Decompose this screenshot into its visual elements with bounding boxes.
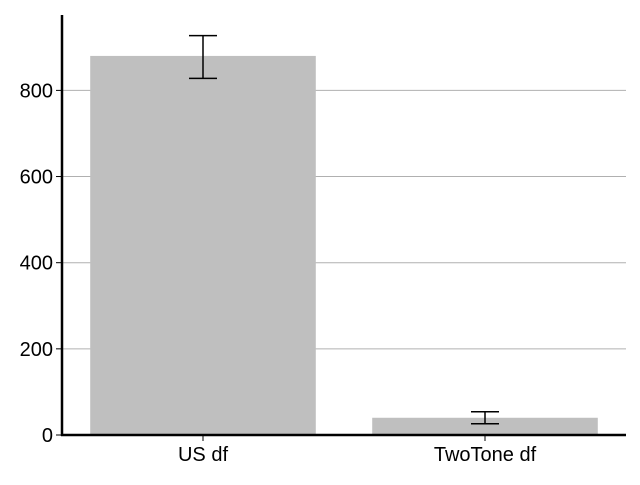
error-bars (189, 34, 499, 425)
y-tick-label-800: 800 (20, 80, 53, 102)
bar-us-df (90, 55, 316, 436)
x-tick-label-twotone-df: TwoTone df (434, 444, 537, 466)
bars (90, 55, 598, 436)
tick-labels: 0 200 400 600 800 US df TwoTone df (20, 80, 537, 466)
x-tick-label-us-df: US df (178, 444, 228, 466)
axes (56, 15, 626, 441)
y-tick-label-0: 0 (42, 425, 53, 447)
bar-twotone-df (372, 417, 598, 435)
y-tick-label-200: 200 (20, 339, 53, 361)
y-tick-label-400: 400 (20, 253, 53, 275)
y-tick-label-600: 600 (20, 167, 53, 189)
